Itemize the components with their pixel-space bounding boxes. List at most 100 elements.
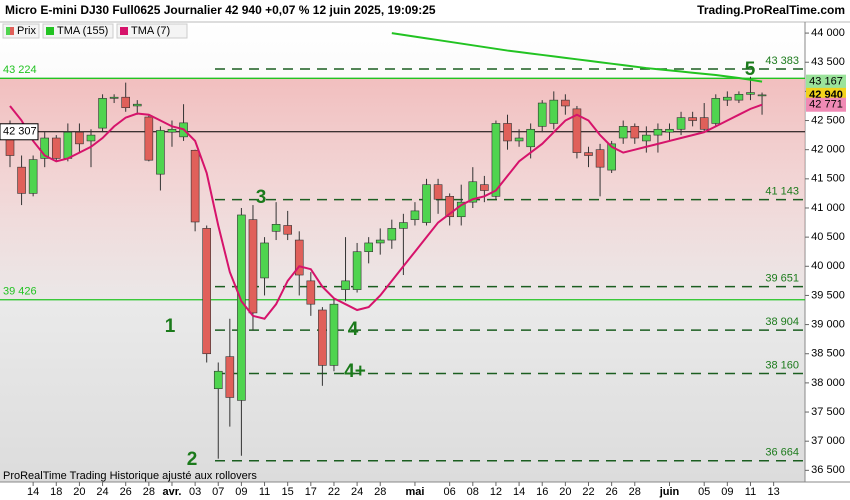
x-tick-label: 11 <box>259 486 270 498</box>
y-tick-label: 44 000 <box>811 27 845 39</box>
price-tag-label: 43 167 <box>809 76 843 88</box>
source: Trading.ProRealTime.com <box>697 3 845 17</box>
candle-body <box>422 184 431 223</box>
candle-body <box>190 149 200 223</box>
candle-body <box>17 166 26 194</box>
candle-body <box>723 96 732 101</box>
candle-body <box>213 370 223 390</box>
x-tick-label: 28 <box>143 486 155 498</box>
wave-annotation: 5 <box>745 59 756 80</box>
candle-body <box>711 98 721 124</box>
candle-body <box>237 214 246 401</box>
price-tag <box>806 97 846 112</box>
x-tick-label: 13 <box>767 486 779 498</box>
x-tick-label: 18 <box>50 486 62 498</box>
level-label-box <box>0 123 39 141</box>
candle-body <box>572 108 582 153</box>
candle-body <box>734 93 744 101</box>
y-tick-label: 40 000 <box>811 260 845 272</box>
candle-body <box>491 123 501 197</box>
y-tick-label: 37 500 <box>811 406 845 418</box>
candle-body <box>375 239 385 244</box>
level-label: 42 307 <box>3 126 37 138</box>
y-tick-label: 41 500 <box>811 173 845 185</box>
wave-annotation: 1 <box>165 316 176 337</box>
candle-body <box>630 126 640 139</box>
candle-body <box>549 99 559 124</box>
candle-body <box>51 137 61 159</box>
level-label: 43 224 <box>3 64 37 76</box>
candle-body <box>642 134 651 142</box>
level-label: 39 426 <box>3 286 37 298</box>
chart-title: Micro E-mini DJ30 Full0625 Journalier 42… <box>5 3 436 17</box>
candle-body <box>75 131 84 145</box>
indicator-line <box>391 32 763 83</box>
candle-body <box>456 201 466 218</box>
candle-body <box>526 128 535 148</box>
x-tick-label: 28 <box>629 486 641 498</box>
candle-body <box>665 128 674 133</box>
dashed-level-label: 43 383 <box>765 55 799 67</box>
x-tick-label: 22 <box>328 486 340 498</box>
y-tick-label: 37 000 <box>811 435 845 447</box>
x-tick-label: 26 <box>606 486 618 498</box>
wave-annotation: 2 <box>187 449 198 470</box>
candle-body <box>271 224 281 232</box>
candle-body <box>561 99 570 107</box>
candle-body <box>676 117 686 130</box>
y-tick-label: 42 000 <box>811 144 845 156</box>
candle-body <box>306 280 316 305</box>
candle-body <box>746 92 755 95</box>
y-tick-label: 36 500 <box>811 464 845 476</box>
candle-body <box>607 143 616 171</box>
x-tick-label: 05 <box>698 486 710 498</box>
candle-body <box>584 152 593 156</box>
x-tick-label: 14 <box>513 486 525 498</box>
candle-body <box>318 309 327 366</box>
footer: ProRealTime Trading Historique ajusté au… <box>3 470 257 482</box>
candle-body <box>109 96 119 99</box>
dashed-level-label: 39 651 <box>765 273 799 285</box>
candle-body <box>225 356 235 398</box>
candle-body <box>352 251 362 290</box>
candle-body <box>40 137 50 159</box>
x-tick-label: 11 <box>745 486 756 498</box>
x-tick-label: 24 <box>351 486 363 498</box>
candle-body <box>537 102 547 127</box>
x-tick-label: 12 <box>490 486 502 498</box>
x-tick-label: 16 <box>536 486 548 498</box>
legend-swatch <box>46 27 54 35</box>
candle-body <box>144 116 154 161</box>
price-tag-label: 42 771 <box>809 99 843 111</box>
legend-box <box>116 23 188 39</box>
x-tick-label: 07 <box>212 486 224 498</box>
candle-body <box>329 303 339 366</box>
y-tick-label: 38 500 <box>811 348 845 360</box>
candle-body <box>294 239 304 276</box>
x-tick-label: 26 <box>120 486 132 498</box>
candle-body <box>410 210 420 220</box>
x-tick-label: 24 <box>96 486 108 498</box>
candle-body <box>480 184 489 191</box>
x-tick-label: 17 <box>305 486 317 498</box>
y-tick-label: 41 000 <box>811 202 845 214</box>
candle-body <box>156 130 165 175</box>
candle-body <box>86 134 96 142</box>
dashed-level-label: 38 160 <box>765 359 799 371</box>
dashed-level-label: 41 143 <box>765 186 799 198</box>
legend-label: TMA (7) <box>131 25 170 37</box>
x-tick-label: 03 <box>189 486 201 498</box>
candle-body <box>514 137 524 142</box>
indicator-line <box>9 103 763 320</box>
legend-swatch <box>10 27 14 35</box>
legend-swatch <box>6 27 10 35</box>
y-tick-label: 38 000 <box>811 377 845 389</box>
wave-annotation: 4 <box>348 319 359 340</box>
x-tick-label: 14 <box>27 486 39 498</box>
y-tick-label: 42 500 <box>811 114 845 126</box>
wave-annotation: 4+ <box>344 361 366 382</box>
candle-body <box>28 159 38 194</box>
candle-body <box>63 131 73 159</box>
legend-label: TMA (155) <box>57 25 108 37</box>
